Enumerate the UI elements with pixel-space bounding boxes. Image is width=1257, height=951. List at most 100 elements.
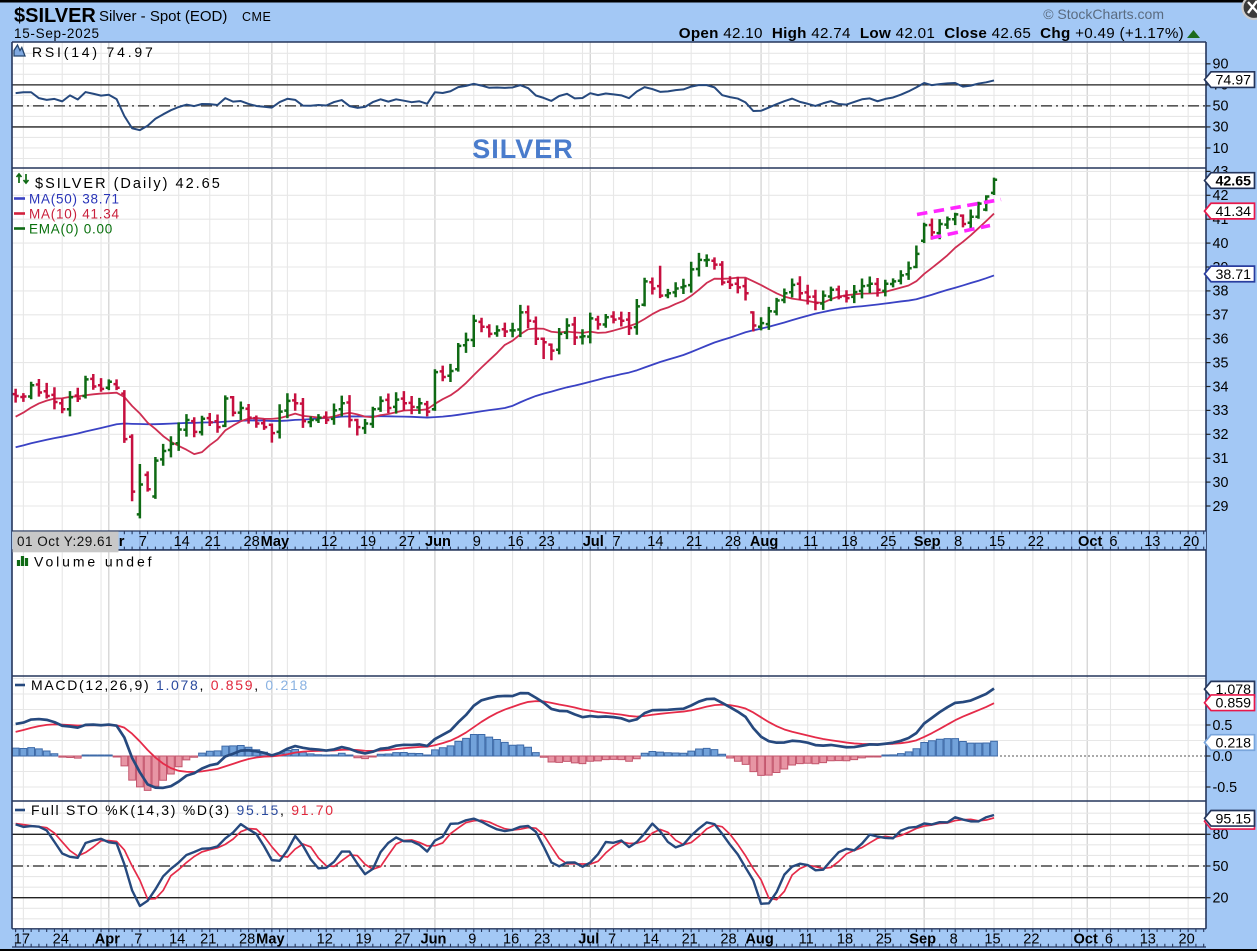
svg-text:28: 28 xyxy=(725,534,741,550)
svg-text:0.5: 0.5 xyxy=(1213,718,1233,734)
svg-text:24: 24 xyxy=(53,932,69,948)
svg-text:27: 27 xyxy=(394,932,410,948)
svg-text:Jul: Jul xyxy=(578,932,599,948)
svg-text:Aug: Aug xyxy=(750,534,778,550)
svg-text:20: 20 xyxy=(1179,932,1195,948)
svg-text:$SILVER: $SILVER xyxy=(14,5,96,27)
svg-text:Apr: Apr xyxy=(95,932,120,948)
svg-text:18: 18 xyxy=(837,932,853,948)
svg-text:12: 12 xyxy=(321,534,337,550)
svg-text:31: 31 xyxy=(1213,451,1229,467)
svg-text:19: 19 xyxy=(355,932,371,948)
svg-text:Jun: Jun xyxy=(425,534,451,550)
svg-text:21: 21 xyxy=(205,534,221,550)
svg-text:28: 28 xyxy=(243,534,259,550)
svg-text:15: 15 xyxy=(984,932,1000,948)
svg-text:Sep: Sep xyxy=(909,932,936,948)
svg-text:12: 12 xyxy=(317,932,333,948)
svg-text:50: 50 xyxy=(1213,99,1229,115)
svg-text:50: 50 xyxy=(1213,859,1229,875)
svg-text:01 Oct Y:29.61: 01 Oct Y:29.61 xyxy=(17,534,113,549)
svg-text:80: 80 xyxy=(1213,827,1229,843)
svg-text:38.71: 38.71 xyxy=(1216,267,1252,283)
svg-text:30: 30 xyxy=(1213,120,1229,136)
svg-text:17: 17 xyxy=(14,932,30,948)
svg-text:41.34: 41.34 xyxy=(1216,204,1252,220)
svg-text:MA(10) 41.34: MA(10) 41.34 xyxy=(29,207,120,222)
svg-text:$SILVER (Daily) 42.65: $SILVER (Daily) 42.65 xyxy=(35,176,222,192)
svg-text:42.65: 42.65 xyxy=(1216,174,1252,190)
svg-text:14: 14 xyxy=(169,932,185,948)
svg-text:23: 23 xyxy=(534,932,550,948)
svg-text:10: 10 xyxy=(1213,141,1229,157)
svg-text:8: 8 xyxy=(954,534,962,550)
svg-text:May: May xyxy=(261,534,290,550)
svg-text:Oct: Oct xyxy=(1078,534,1102,550)
svg-text:22: 22 xyxy=(1028,534,1044,550)
svg-text:7: 7 xyxy=(139,534,147,550)
svg-text:0.0: 0.0 xyxy=(1213,749,1233,765)
svg-text:7: 7 xyxy=(612,534,620,550)
svg-text:9: 9 xyxy=(468,932,476,948)
svg-text:CME: CME xyxy=(242,10,271,24)
svg-text:21: 21 xyxy=(686,534,702,550)
svg-text:38: 38 xyxy=(1213,284,1229,300)
svg-text:19: 19 xyxy=(360,534,376,550)
svg-text:8: 8 xyxy=(950,932,958,948)
svg-text:15: 15 xyxy=(989,534,1005,550)
svg-text:Full STO %K(14,3) %D(3) 95.15,: Full STO %K(14,3) %D(3) 95.15, 91.70 xyxy=(31,802,335,818)
svg-text:Aug: Aug xyxy=(745,932,773,948)
svg-text:23: 23 xyxy=(539,534,555,550)
svg-text:36: 36 xyxy=(1213,332,1229,348)
svg-text:28: 28 xyxy=(239,932,255,948)
svg-text:25: 25 xyxy=(876,932,892,948)
svg-text:16: 16 xyxy=(507,534,523,550)
svg-text:11: 11 xyxy=(803,534,818,550)
svg-text:20: 20 xyxy=(1183,534,1199,550)
svg-text:34: 34 xyxy=(1213,379,1229,395)
svg-text:95.15: 95.15 xyxy=(1216,811,1252,827)
svg-text:35: 35 xyxy=(1213,355,1229,371)
svg-text:74.97: 74.97 xyxy=(1216,73,1252,89)
svg-text:30: 30 xyxy=(1213,475,1229,491)
svg-text:MACD(12,26,9) 1.078, 0.859, 0.: MACD(12,26,9) 1.078, 0.859, 0.218 xyxy=(31,677,309,693)
svg-text:20: 20 xyxy=(1213,891,1229,907)
svg-text:Jun: Jun xyxy=(420,932,446,948)
svg-text:Silver - Spot (EOD): Silver - Spot (EOD) xyxy=(99,8,227,25)
svg-text:7: 7 xyxy=(608,932,616,948)
svg-text:Oct: Oct xyxy=(1074,932,1098,948)
svg-text:90: 90 xyxy=(1213,57,1229,73)
svg-text:-0.5: -0.5 xyxy=(1213,780,1238,796)
svg-text:RSI(14) 74.97: RSI(14) 74.97 xyxy=(32,44,156,60)
svg-text:18: 18 xyxy=(841,534,857,550)
svg-text:33: 33 xyxy=(1213,403,1229,419)
svg-text:0.218: 0.218 xyxy=(1216,735,1252,751)
svg-text:14: 14 xyxy=(647,534,663,550)
svg-text:37: 37 xyxy=(1213,308,1229,324)
svg-text:MA(50) 38.71: MA(50) 38.71 xyxy=(29,192,120,207)
svg-text:42: 42 xyxy=(1213,188,1229,204)
svg-text:13: 13 xyxy=(1140,932,1156,948)
svg-text:6: 6 xyxy=(1105,932,1113,948)
svg-text:15-Sep-2025: 15-Sep-2025 xyxy=(14,26,100,41)
svg-text:9: 9 xyxy=(473,534,481,550)
svg-text:13: 13 xyxy=(1144,534,1160,550)
svg-text:16: 16 xyxy=(503,932,519,948)
svg-text:Jul: Jul xyxy=(583,534,604,550)
svg-text:14: 14 xyxy=(174,534,190,550)
svg-text:25: 25 xyxy=(880,534,896,550)
svg-text:28: 28 xyxy=(720,932,736,948)
svg-text:14: 14 xyxy=(643,932,659,948)
svg-text:0.859: 0.859 xyxy=(1216,696,1252,712)
svg-text:Sep: Sep xyxy=(914,534,941,550)
svg-text:May: May xyxy=(256,932,285,948)
svg-text:21: 21 xyxy=(200,932,216,948)
svg-text:EMA(0) 0.00: EMA(0) 0.00 xyxy=(29,222,113,237)
svg-text:27: 27 xyxy=(399,534,415,550)
svg-text:22: 22 xyxy=(1023,932,1039,948)
svg-text:11: 11 xyxy=(799,932,814,948)
svg-text:21: 21 xyxy=(682,932,698,948)
svg-text:Volume undef: Volume undef xyxy=(34,554,154,570)
svg-text:© StockCharts.com: © StockCharts.com xyxy=(1043,6,1164,22)
svg-text:SILVER: SILVER xyxy=(472,134,574,164)
